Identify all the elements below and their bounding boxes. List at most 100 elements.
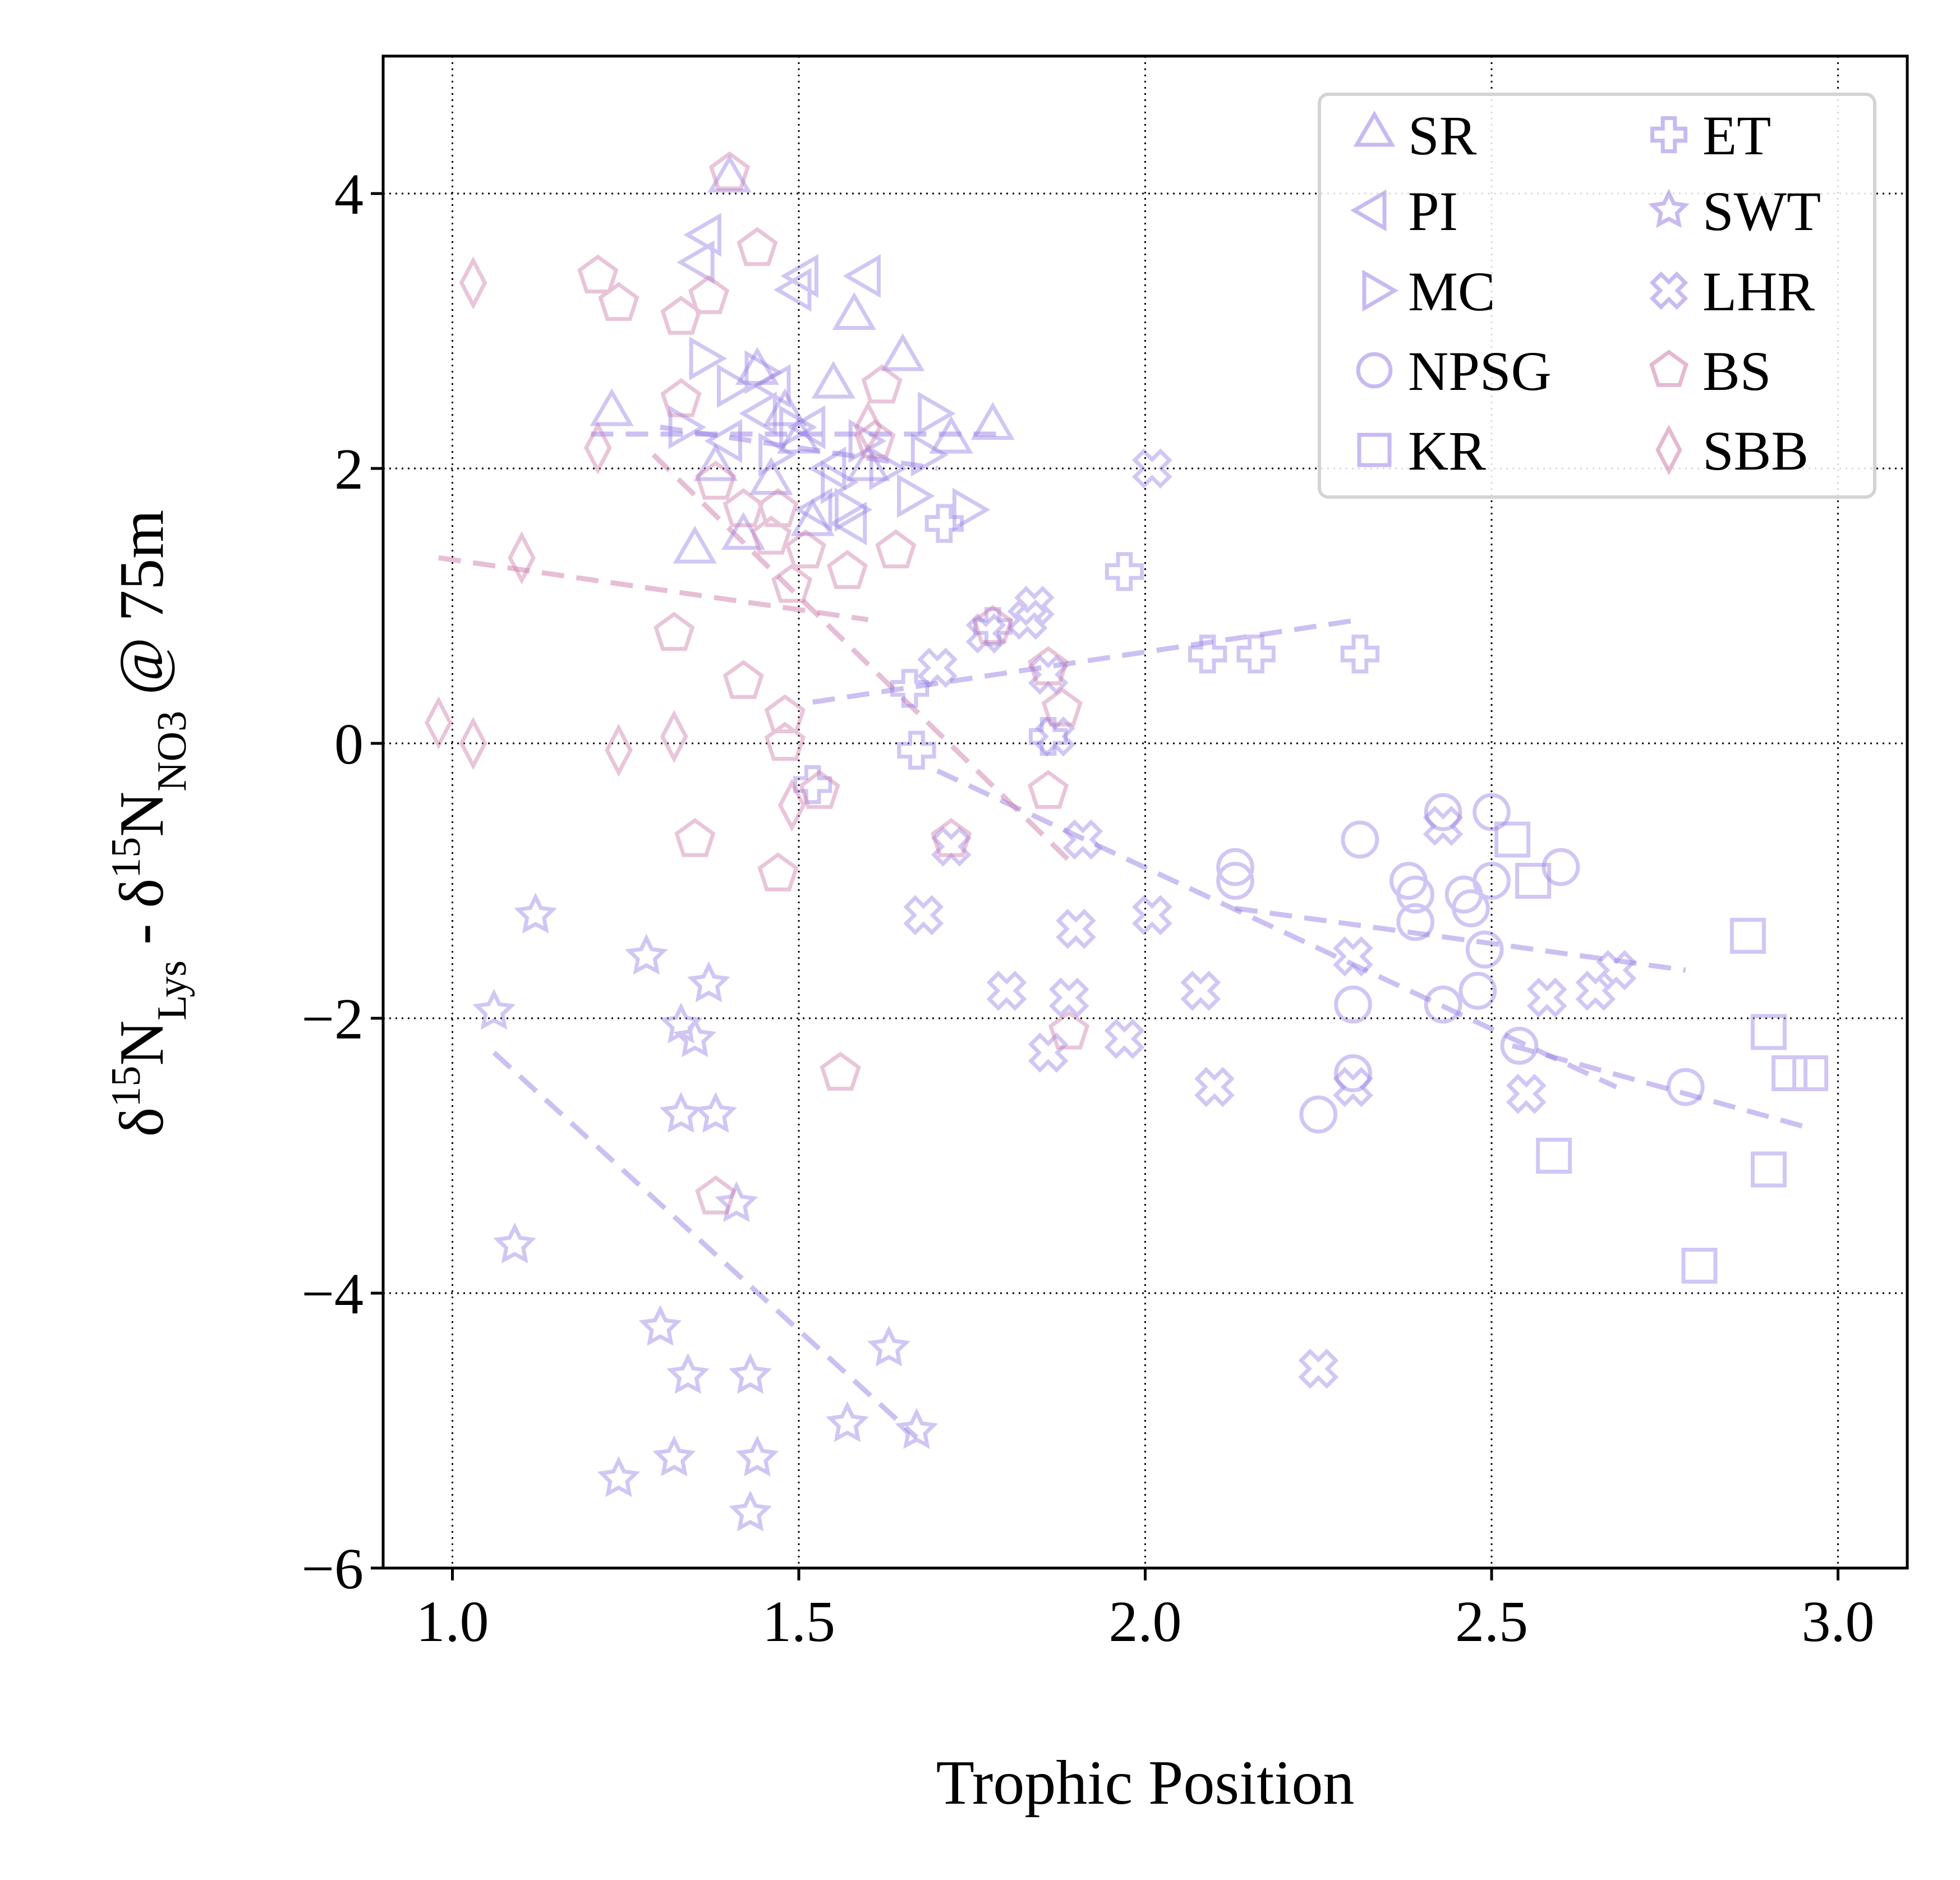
legend-label-swt: SWT (1703, 180, 1821, 242)
trend-line-lhr (936, 768, 1618, 1090)
point-kr (1681, 1248, 1718, 1284)
legend-marker-sbb (1655, 424, 1682, 476)
point-mc (758, 433, 797, 477)
point-bs (660, 378, 702, 417)
point-sr (970, 402, 1015, 440)
series-lhr (903, 448, 1637, 1389)
point-bs (1027, 770, 1069, 809)
y-label-sub-1: Lys (149, 960, 195, 1021)
point-et (1188, 635, 1227, 674)
point-bs (688, 275, 730, 314)
point-lhr (1028, 1032, 1069, 1073)
legend-icon-kr (1357, 433, 1392, 467)
point-lhr-shape (1007, 599, 1048, 640)
point-sr (721, 512, 766, 550)
point-bs (757, 488, 799, 527)
y-tick-label: 4 (334, 162, 364, 227)
point-npsg (1341, 820, 1379, 859)
point-lhr-shape (903, 895, 944, 936)
point-lhr (1194, 1067, 1235, 1107)
point-bs (1027, 646, 1069, 686)
point-et (924, 504, 964, 543)
point-lhr-shape (1131, 448, 1172, 489)
point-lhr-shape (1028, 1032, 1069, 1073)
point-swt (694, 1092, 738, 1133)
point-sbb (660, 710, 688, 764)
point-pi (774, 268, 812, 312)
point-lhr (1007, 599, 1048, 640)
legend-icon-swt (1648, 189, 1690, 228)
legend-label-pi: PI (1408, 180, 1458, 242)
point-sr (707, 154, 752, 192)
legend-marker-pi (1350, 189, 1387, 232)
point-npsg (1299, 1095, 1338, 1134)
point-lhr (1062, 819, 1103, 860)
point-et (793, 765, 832, 805)
point-bs (695, 1175, 737, 1215)
point-kr (1772, 1055, 1808, 1091)
point-kr (1494, 821, 1531, 858)
point-lhr (1298, 1348, 1339, 1389)
y-label-depth: @ 75m (107, 510, 177, 711)
series-sr (590, 154, 1015, 564)
point-swt (735, 1435, 779, 1477)
legend-marker-lhr (1649, 271, 1688, 310)
y-label-sup-2: 15 (103, 837, 149, 879)
series-sbb (424, 256, 882, 832)
series-mc (668, 336, 991, 532)
y-label-sup-1: 15 (103, 1066, 149, 1107)
legend-icon-lhr (1649, 271, 1688, 310)
point-sr (693, 443, 738, 481)
point-pi (843, 254, 881, 298)
point-lhr-shape (1333, 936, 1373, 977)
point-sbb (605, 723, 633, 777)
point-npsg (1424, 985, 1462, 1024)
point-kr (1729, 918, 1766, 954)
x-tick-label: 2.0 (1109, 1589, 1182, 1654)
point-pi (739, 391, 777, 436)
point-lhr-shape (1423, 806, 1464, 846)
y-label-delta-1: δ (107, 1107, 177, 1137)
point-kr (1792, 1055, 1829, 1091)
point-pi (704, 419, 742, 463)
legend-icon-npsg (1356, 352, 1393, 389)
legend-marker-bs (1649, 350, 1688, 387)
point-et (890, 669, 930, 708)
trend-lines (438, 425, 1811, 1440)
point-lhr (1596, 950, 1637, 991)
legend-label-sr: SR (1408, 104, 1477, 167)
point-lhr (1048, 977, 1089, 1018)
point-bs (764, 721, 806, 761)
point-sr (763, 388, 807, 426)
point-lhr-shape (1048, 977, 1089, 1018)
y-label-sub-2: NO3 (149, 711, 195, 792)
point-lhr-shape (931, 826, 972, 867)
trend-line-et (812, 617, 1361, 705)
point-mc (910, 433, 949, 477)
point-lhr-shape (1596, 950, 1637, 991)
point-swt (895, 1408, 938, 1449)
point-et (1105, 552, 1144, 591)
point-et (897, 730, 936, 770)
point-lhr (1333, 1067, 1373, 1107)
legend-icon-sbb (1655, 424, 1682, 476)
point-lhr (1180, 971, 1221, 1011)
point-lhr (1423, 806, 1464, 846)
point-lhr (1056, 908, 1096, 949)
point-npsg (1396, 875, 1435, 914)
point-npsg (1424, 793, 1462, 831)
point-sr (846, 443, 890, 481)
point-sr (811, 361, 855, 399)
legend-icon-et (1650, 116, 1688, 154)
point-bs (723, 660, 764, 699)
data-points (424, 151, 1829, 1532)
point-pi (808, 446, 846, 491)
point-pi (787, 405, 826, 449)
point-lhr-shape (917, 647, 958, 688)
point-lhr (1131, 895, 1172, 936)
point-mc (834, 488, 873, 532)
point-lhr-shape (1028, 654, 1069, 695)
series-bs (577, 151, 1090, 1215)
point-bs (826, 550, 868, 589)
point-bs (598, 282, 639, 321)
